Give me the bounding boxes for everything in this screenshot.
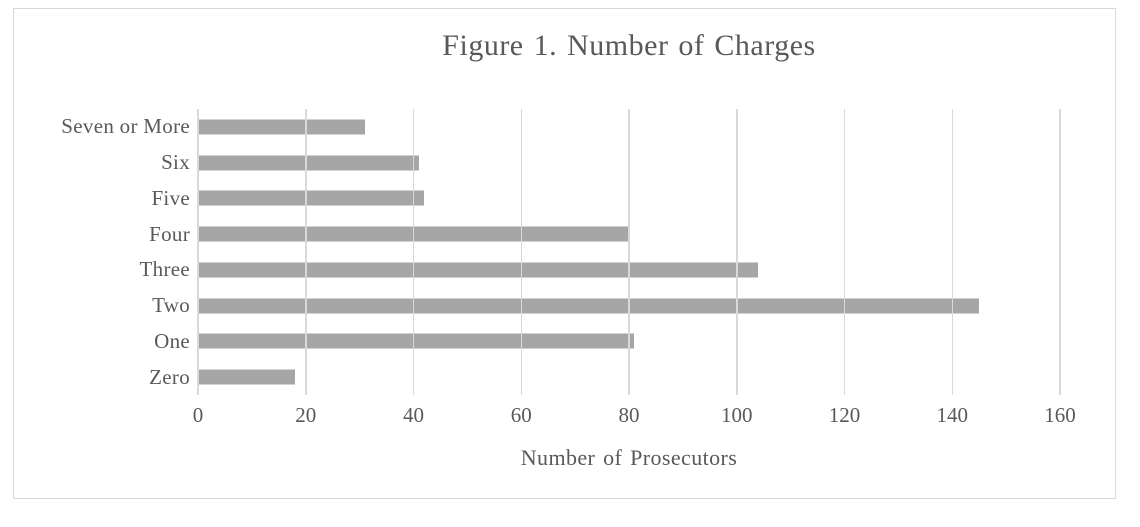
category-label-two: Two — [152, 293, 190, 318]
x-tick-label-140: 140 — [936, 403, 969, 427]
x-tick-label-160: 160 — [1044, 403, 1076, 427]
bar-four — [198, 226, 629, 242]
x-tick-label-60: 60 — [510, 403, 532, 427]
bar-row-two — [198, 288, 1060, 324]
y-axis-category-labels: Seven or More Six Five Four Three Two One Zero — [14, 109, 190, 395]
bar-row-seven-or-more — [198, 109, 1060, 145]
x-axis-tick-labels: 0 20 40 60 80 100 120 140 160 — [193, 403, 1076, 431]
category-label-four: Four — [149, 221, 190, 246]
x-tick-label-20: 20 — [295, 403, 317, 427]
bar-row-three — [198, 252, 1060, 288]
x-tick-label-0: 0 — [192, 403, 204, 427]
category-label-one: One — [154, 328, 190, 353]
category-label-seven-or-more: Seven or More — [61, 114, 190, 139]
x-tick-label-80: 80 — [618, 403, 640, 427]
bar-five — [198, 190, 425, 206]
bar-two — [198, 298, 980, 314]
x-tick-label-100: 100 — [721, 403, 753, 427]
bar-row-six — [198, 145, 1060, 181]
x-tick-label-40: 40 — [403, 403, 424, 427]
category-label-six: Six — [161, 150, 190, 175]
x-tick-label-120: 120 — [828, 403, 861, 427]
bar-seven-or-more — [198, 119, 365, 135]
bar-row-four — [198, 216, 1060, 252]
category-label-zero: Zero — [149, 364, 190, 389]
bar-three — [198, 262, 759, 278]
bars-layer — [198, 109, 1060, 395]
bar-row-five — [198, 181, 1060, 217]
x-axis-title: Number of Prosecutors — [520, 445, 738, 470]
bar-zero — [198, 369, 295, 385]
category-label-three: Three — [139, 257, 190, 282]
chart-frame: Figure 1. Number of Charges Seven or Mor… — [13, 8, 1116, 499]
bar-row-zero — [198, 359, 1060, 395]
bar-one — [198, 333, 635, 349]
bar-six — [198, 155, 419, 171]
plot-area — [197, 109, 1061, 395]
bar-row-one — [198, 324, 1060, 360]
chart-title: Figure 1. Number of Charges — [442, 29, 816, 62]
category-label-five: Five — [151, 185, 190, 210]
